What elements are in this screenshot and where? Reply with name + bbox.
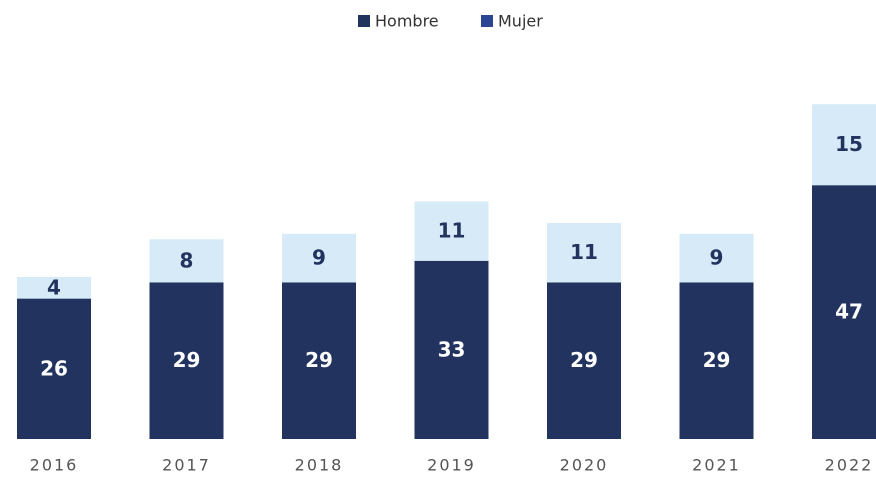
bar-segment bbox=[149, 282, 224, 439]
bar-segment bbox=[414, 260, 489, 439]
legend-swatch bbox=[358, 15, 370, 27]
data-label: 29 bbox=[305, 348, 333, 372]
data-label: 15 bbox=[835, 132, 863, 156]
bar-segment bbox=[679, 282, 754, 439]
data-label: 33 bbox=[438, 337, 466, 361]
data-label: 4 bbox=[47, 275, 61, 299]
legend-label: Hombre bbox=[375, 12, 439, 31]
x-tick-label: 2020 bbox=[560, 456, 609, 475]
x-tick-label: 2019 bbox=[427, 456, 476, 475]
x-tick-label: 2021 bbox=[692, 456, 741, 475]
data-label: 29 bbox=[570, 348, 598, 372]
data-label: 26 bbox=[40, 356, 68, 380]
data-label: 9 bbox=[710, 246, 724, 270]
data-label: 11 bbox=[570, 240, 598, 264]
bar-segment bbox=[547, 223, 621, 283]
bar-segment bbox=[414, 201, 489, 261]
bar-segment bbox=[282, 233, 356, 283]
data-label: 9 bbox=[312, 246, 326, 270]
bar-segment bbox=[812, 104, 876, 186]
legend-swatch bbox=[481, 15, 493, 27]
bar-segment bbox=[149, 239, 224, 283]
legend-label: Mujer bbox=[498, 12, 543, 31]
x-tick-label: 2022 bbox=[825, 456, 874, 475]
bar-segment bbox=[17, 298, 91, 439]
bar-segment bbox=[812, 185, 876, 439]
bar-segment bbox=[679, 233, 754, 283]
data-label: 29 bbox=[703, 348, 731, 372]
x-tick-label: 2016 bbox=[30, 456, 79, 475]
bar-segment bbox=[282, 282, 356, 439]
x-tick-label: 2017 bbox=[162, 456, 211, 475]
bar-segment bbox=[17, 277, 91, 299]
x-tick-label: 2018 bbox=[295, 456, 344, 475]
bar-segment bbox=[547, 282, 621, 439]
data-label: 47 bbox=[835, 300, 863, 324]
data-label: 29 bbox=[173, 348, 201, 372]
data-label: 8 bbox=[180, 248, 194, 272]
data-label: 11 bbox=[438, 219, 466, 243]
